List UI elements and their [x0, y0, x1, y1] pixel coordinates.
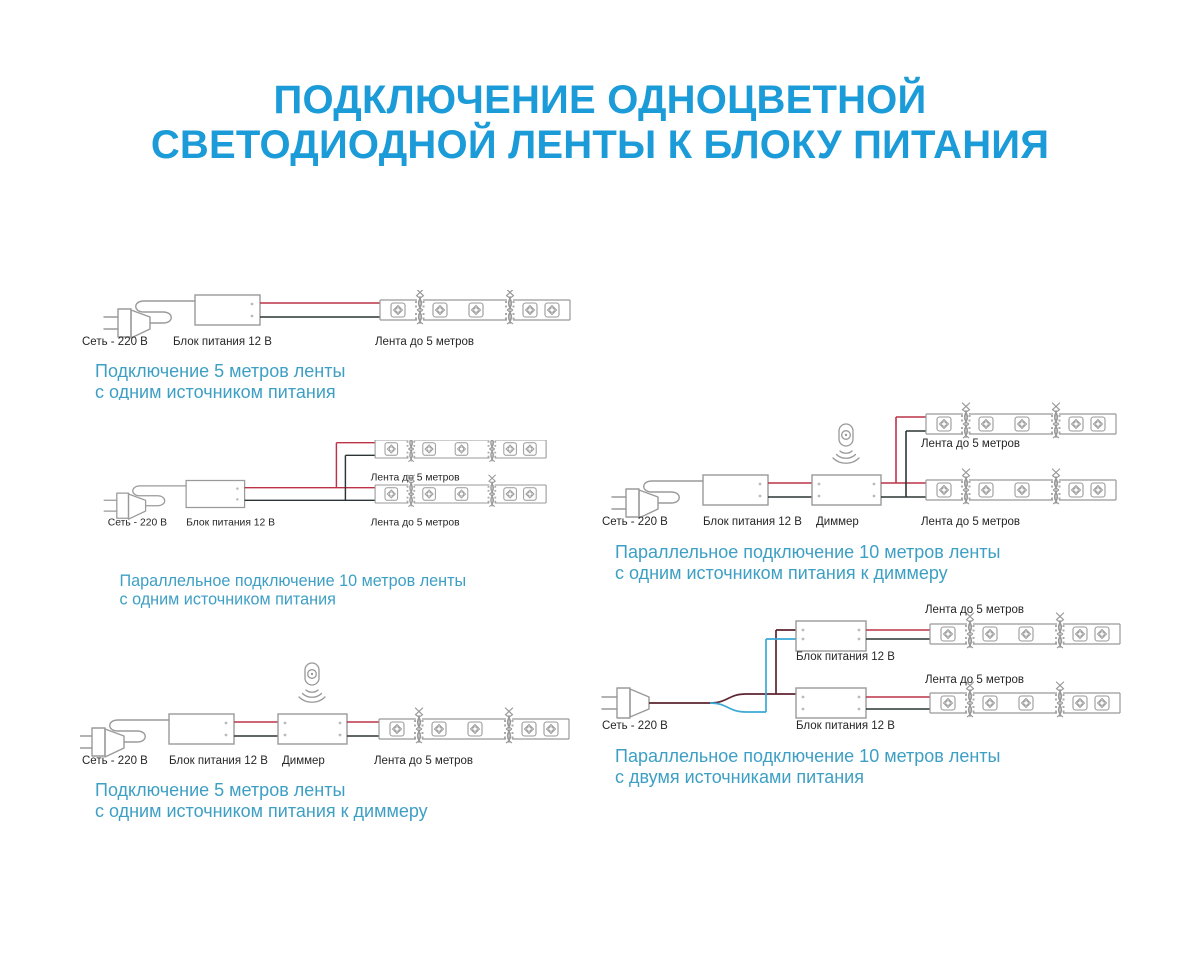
svg-text:Лента до 5 метров: Лента до 5 метров — [921, 516, 1020, 528]
svg-text:Блок питания 12 В: Блок питания 12 В — [186, 518, 275, 529]
svg-text:Диммер: Диммер — [816, 516, 859, 528]
svg-text:Лента до 5 метров: Лента до 5 метров — [375, 336, 474, 348]
svg-text:с одним источником питания к д: с одним источником питания к диммеру — [615, 563, 948, 583]
svg-text:Сеть - 220 В: Сеть - 220 В — [602, 516, 668, 528]
svg-text:Диммер: Диммер — [282, 755, 325, 767]
svg-text:Лента до 5 метров: Лента до 5 метров — [371, 518, 461, 529]
svg-text:Лента до 5 метров: Лента до 5 метров — [921, 438, 1020, 450]
svg-text:Лента до 5 метров: Лента до 5 метров — [925, 674, 1024, 686]
svg-text:Блок питания 12 В: Блок питания 12 В — [173, 336, 272, 348]
svg-text:с одним источником питания: с одним источником питания — [95, 382, 336, 400]
svg-text:Параллельное подключение 10 ме: Параллельное подключение 10 метров ленты — [120, 572, 467, 590]
svg-text:Параллельное подключение 10 ме: Параллельное подключение 10 метров ленты — [615, 746, 1000, 766]
svg-text:Сеть - 220 В: Сеть - 220 В — [82, 336, 148, 348]
svg-text:Подключение 5 метров ленты: Подключение 5 метров ленты — [95, 780, 345, 800]
svg-text:с одним источником питания: с одним источником питания — [120, 591, 336, 609]
svg-text:Лента до 5 метров: Лента до 5 метров — [374, 755, 473, 767]
svg-text:Лента до 5 метров: Лента до 5 метров — [371, 473, 461, 484]
svg-text:Блок питания 12 В: Блок питания 12 В — [796, 720, 895, 732]
svg-text:Параллельное подключение 10 ме: Параллельное подключение 10 метров ленты — [615, 542, 1000, 562]
svg-text:Сеть - 220 В: Сеть - 220 В — [108, 518, 167, 529]
svg-text:с одним источником питания к д: с одним источником питания к диммеру — [95, 801, 428, 821]
svg-text:Блок питания 12 В: Блок питания 12 В — [703, 516, 802, 528]
svg-text:Блок питания 12 В: Блок питания 12 В — [796, 651, 895, 663]
svg-text:Подключение 5 метров ленты: Подключение 5 метров ленты — [95, 361, 345, 381]
svg-text:Сеть - 220 В: Сеть - 220 В — [602, 720, 668, 732]
svg-text:Блок питания 12 В: Блок питания 12 В — [169, 755, 268, 767]
svg-text:Сеть - 220 В: Сеть - 220 В — [82, 755, 148, 767]
svg-text:Лента до 5 метров: Лента до 5 метров — [925, 604, 1024, 616]
svg-text:с двумя источниками питания: с двумя источниками питания — [615, 767, 864, 787]
